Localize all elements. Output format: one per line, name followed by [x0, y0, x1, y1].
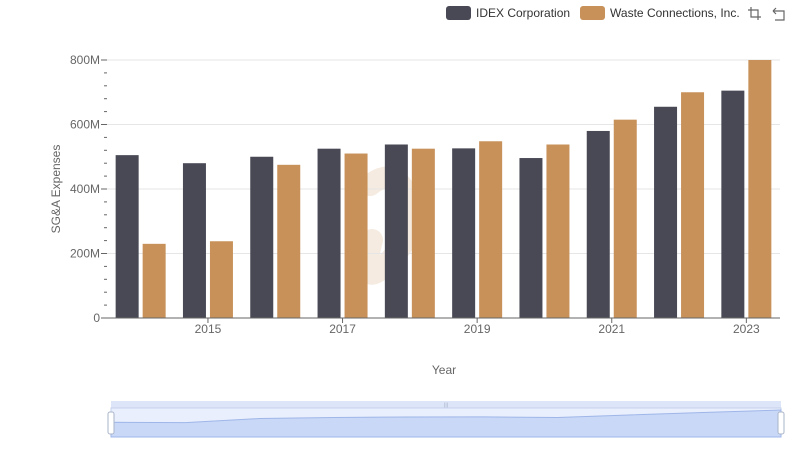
bar-idex-2020[interactable]	[519, 158, 543, 318]
bar-waste-connections-2017[interactable]	[344, 153, 368, 318]
slider-right-handle[interactable]	[777, 411, 785, 435]
y-tick-label: 800M	[70, 53, 100, 67]
bar-waste-connections-2019[interactable]	[479, 141, 503, 318]
slider-top-bar[interactable]	[111, 401, 781, 408]
chart-legend: IDEX Corporation Waste Connections, Inc.	[446, 4, 750, 22]
x-tick-label: 2017	[329, 322, 356, 336]
zoom-select-icon[interactable]	[747, 6, 762, 21]
bar-idex-2016[interactable]	[250, 156, 274, 318]
bar-idex-2014[interactable]	[115, 155, 139, 318]
bar-idex-2022[interactable]	[654, 106, 678, 318]
bar-idex-2018[interactable]	[384, 144, 408, 318]
y-tick-label: 600M	[70, 118, 100, 132]
bar-waste-connections-2018[interactable]	[411, 148, 435, 318]
bar-waste-connections-2021[interactable]	[613, 119, 637, 318]
bar-idex-2015[interactable]	[182, 163, 206, 318]
legend-label-waste-connections: Waste Connections, Inc.	[610, 6, 740, 20]
x-tick-label: 2015	[195, 322, 222, 336]
legend-swatch-idex	[446, 6, 471, 20]
y-axis-label: SG&A Expenses	[49, 145, 63, 234]
x-axis-label: Year	[432, 363, 456, 377]
data-zoom-slider[interactable]: |||	[107, 401, 785, 438]
y-tick-label: 400M	[70, 182, 100, 196]
x-tick-label: 2023	[733, 322, 760, 336]
bar-idex-2021[interactable]	[586, 130, 610, 318]
y-axis: 0 200M 400M 600M 800M	[70, 53, 107, 325]
legend-label-idex: IDEX Corporation	[476, 6, 571, 20]
bars	[115, 60, 772, 318]
legend-swatch-waste-connections	[580, 6, 606, 20]
legend-item-idex[interactable]: IDEX Corporation	[446, 6, 570, 20]
bar-waste-connections-2016[interactable]	[277, 164, 301, 318]
bar-waste-connections-2022[interactable]	[681, 92, 705, 318]
slider-preview-area	[110, 409, 782, 438]
zoom-reset-icon[interactable]	[771, 6, 786, 21]
bar-idex-2019[interactable]	[452, 148, 476, 318]
bar-waste-connections-2020[interactable]	[546, 144, 570, 318]
bar-waste-connections-2014[interactable]	[142, 243, 166, 318]
legend-item-waste-connections[interactable]: Waste Connections, Inc.	[580, 6, 740, 20]
slider-left-handle[interactable]	[107, 411, 115, 435]
y-tick-label: 0	[93, 311, 100, 325]
bar-idex-2023[interactable]	[721, 90, 745, 318]
x-tick-label: 2019	[464, 322, 491, 336]
bar-idex-2017[interactable]	[317, 148, 341, 318]
x-axis: 2015 2017 2019 2021 2023	[107, 317, 780, 336]
y-tick-label: 200M	[70, 247, 100, 261]
x-tick-label: 2021	[598, 322, 625, 336]
bar-waste-connections-2015[interactable]	[209, 241, 233, 318]
bar-waste-connections-2023[interactable]	[748, 60, 772, 318]
grid-lines	[107, 59, 780, 319]
chart-toolbox	[747, 6, 786, 21]
slider-grip-icon[interactable]: |||	[444, 403, 449, 409]
